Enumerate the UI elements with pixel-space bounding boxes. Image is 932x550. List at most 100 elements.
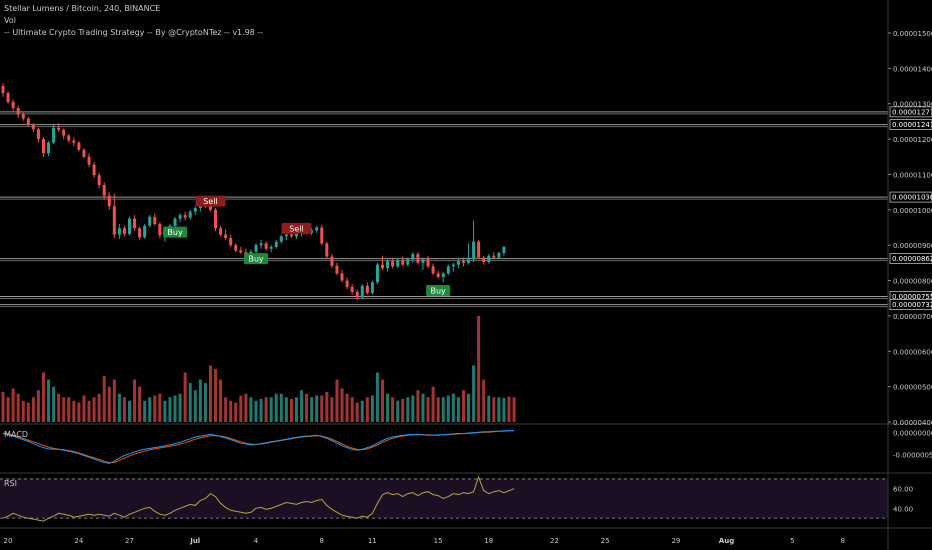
candle-body: [391, 261, 395, 267]
candle-body: [310, 230, 314, 233]
volume-bar: [472, 365, 476, 422]
candle-body: [451, 264, 455, 267]
candle-body: [289, 234, 293, 237]
price-tick-label: 0.00001100: [893, 171, 932, 179]
candle-body: [325, 243, 329, 257]
candle-body: [416, 254, 420, 263]
candle-body: [21, 114, 25, 119]
volume-bar: [1, 391, 5, 422]
volume-bar: [391, 397, 395, 422]
volume-bar: [320, 395, 324, 422]
candle-body: [52, 127, 56, 143]
volume-bar: [406, 397, 410, 422]
volume-bar: [224, 397, 228, 422]
candle-body: [360, 285, 364, 298]
candle-body: [234, 245, 238, 251]
volume-bar: [173, 395, 177, 422]
macd-pane: [2, 429, 515, 464]
sell-signal-box: [195, 195, 226, 207]
candle-body: [477, 241, 481, 258]
buy-signal-box: [163, 226, 188, 238]
rsi-legend[interactable]: RSI: [4, 479, 17, 488]
candle-body: [274, 241, 278, 247]
price-candles: [1, 83, 506, 300]
strategy-legend[interactable]: -- Ultimate Crypto Trading Strategy -- B…: [4, 28, 264, 37]
volume-bar: [198, 379, 202, 422]
volume-bar: [239, 395, 243, 422]
volume-bar: [249, 397, 253, 422]
candle-body: [62, 129, 66, 136]
candle-body: [16, 107, 20, 115]
volume-bar: [112, 379, 116, 422]
volume-bar: [214, 368, 218, 422]
candle-body: [259, 243, 263, 246]
candle-body: [82, 149, 86, 157]
time-tick-label: 20: [4, 537, 13, 545]
candle-body: [421, 259, 425, 263]
candle-body: [365, 285, 369, 293]
volume-bar: [426, 397, 430, 422]
volume-bar: [467, 393, 471, 422]
candle-body: [350, 286, 354, 292]
volume-bar: [421, 393, 425, 422]
candle-body: [436, 273, 440, 278]
candle-body: [11, 101, 15, 108]
volume-bar: [254, 400, 258, 422]
price-axis[interactable]: 0.00001500 0.00001400 0.00001300 0.00001200…: [888, 30, 932, 513]
candle-body: [112, 206, 116, 235]
candle-body: [36, 129, 40, 140]
candle-body: [294, 233, 298, 237]
volume-bar: [396, 400, 400, 422]
volume-bar: [436, 397, 440, 422]
sell-signal-label: Sell: [203, 197, 217, 206]
candle-body: [345, 280, 349, 287]
time-tick-label: 8: [841, 537, 845, 545]
candle-body: [148, 216, 152, 226]
signal-labels: Sell Buy Buy Sell Buy: [163, 195, 451, 297]
volume-bar: [461, 390, 465, 422]
rsi-line: [2, 475, 515, 522]
volume-bar: [325, 391, 329, 422]
candle-body: [193, 208, 197, 212]
price-tick-label: 0.00000900: [893, 242, 932, 250]
candle-body: [446, 266, 450, 274]
level-price-box: [889, 191, 932, 203]
candle-body: [381, 264, 384, 269]
volume-bar: [375, 372, 379, 422]
candle-body: [406, 259, 410, 265]
volume-bar: [133, 379, 137, 422]
volume-bar: [168, 397, 172, 422]
candle-body: [219, 228, 223, 235]
level-price-box: [889, 119, 932, 130]
time-axis[interactable]: 20 24 27 Jul 4 8 11 15 18 22 25 29 Aug 5 8: [4, 537, 846, 545]
candle-body: [188, 211, 192, 218]
volume-bar: [102, 376, 106, 422]
macd-legend[interactable]: MACD: [4, 430, 28, 439]
level-price-box: [889, 253, 932, 265]
candle-body: [178, 215, 182, 219]
volume-bar: [492, 397, 496, 422]
time-tick-label: 22: [550, 537, 559, 545]
price-tick-label: 0.00000600: [893, 348, 932, 356]
time-tick-label: 24: [74, 537, 83, 545]
candle-body: [117, 228, 121, 235]
candle-body: [396, 260, 400, 267]
volume-bar: [370, 395, 374, 422]
level-lines: [0, 111, 888, 308]
candle-body: [133, 218, 137, 229]
candle-body: [330, 256, 334, 266]
volume-bar: [244, 393, 248, 422]
volume-bar: [512, 397, 516, 422]
time-tick-label: 4: [254, 537, 259, 545]
volume-legend[interactable]: Vol: [4, 16, 16, 25]
volume-bar: [482, 379, 486, 422]
volume-bar: [16, 393, 20, 422]
symbol-title[interactable]: Stellar Lumens / Bitcoin, 240, BINANCE: [4, 4, 161, 13]
volume-bar: [143, 400, 147, 422]
time-tick-label: 18: [484, 537, 493, 545]
candle-body: [173, 218, 177, 226]
volume-bar: [451, 393, 455, 422]
candle-body: [1, 86, 5, 94]
